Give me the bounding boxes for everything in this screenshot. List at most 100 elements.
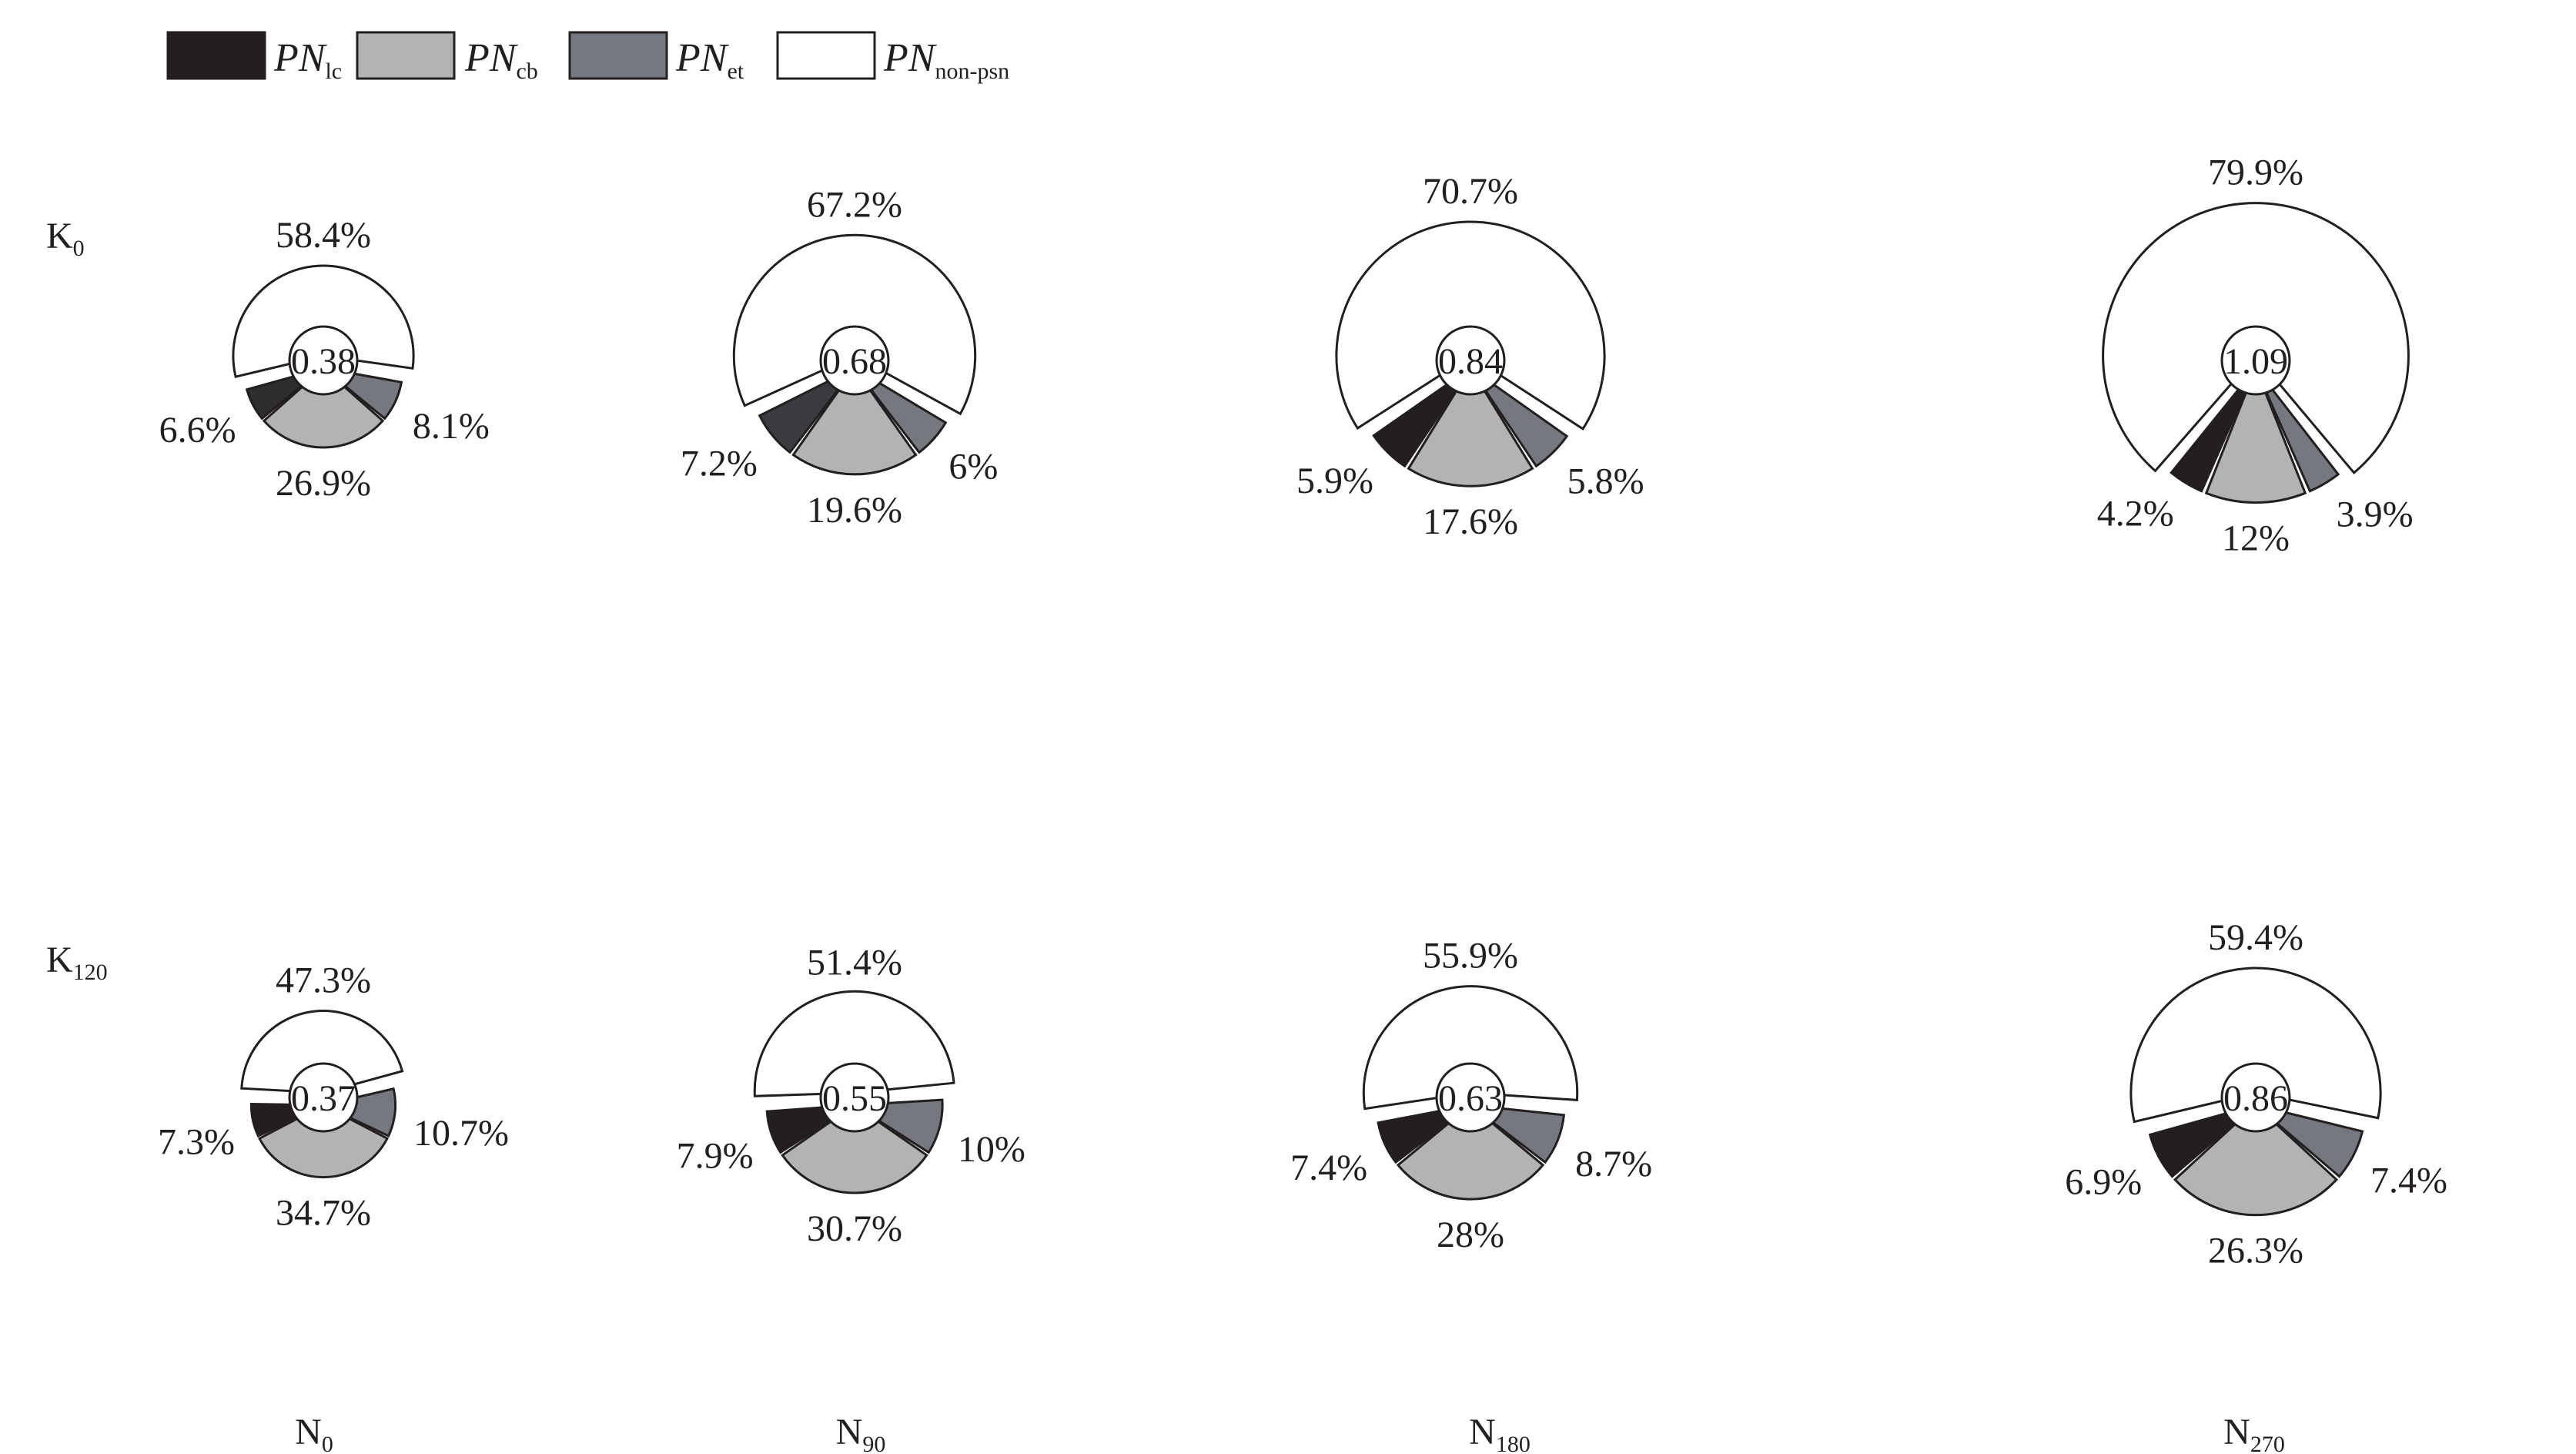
slice-lc	[758, 367, 856, 454]
legend-entry-lc: PNlc	[166, 31, 342, 84]
slice-cb	[791, 366, 918, 476]
pct-label-non-psn: 55.9%	[1423, 935, 1518, 976]
center-value-label: 0.37	[291, 1078, 356, 1119]
pct-label-cb: 26.3%	[2208, 1231, 2303, 1271]
pie-k120-n270: 0.86 59.4% 26.3% 6.9% 7.4%	[2065, 917, 2447, 1271]
center-value-label: 0.63	[1438, 1078, 1503, 1119]
pct-label-cb: 19.6%	[807, 490, 902, 531]
col-label-n90: N90	[836, 1412, 886, 1454]
row-label-k120: K120	[46, 940, 108, 985]
slice-lc	[2170, 367, 2257, 493]
slice-cb	[262, 366, 385, 449]
row-label-k0: K0	[46, 216, 85, 261]
legend-entry-et: PNet	[568, 31, 744, 84]
pct-label-lc: 6.6%	[159, 410, 236, 451]
pie-k120-n0: 0.37 47.3% 34.7% 7.3% 10.7%	[158, 960, 509, 1234]
pct-label-lc: 7.4%	[1290, 1147, 1367, 1188]
slice-non-psn	[1335, 220, 1606, 431]
center-value-label: 0.55	[822, 1078, 887, 1119]
slice-non-psn	[732, 233, 977, 416]
legend-label-et: PNet	[675, 36, 744, 84]
slice-et	[319, 1087, 397, 1137]
center-hub	[1435, 1062, 1506, 1133]
center-hub	[1435, 325, 1506, 396]
slice-lc	[2148, 1104, 2257, 1178]
pct-label-et: 7.4%	[2370, 1160, 2447, 1201]
pct-label-lc: 7.2%	[681, 443, 758, 484]
pct-label-non-psn: 58.4%	[276, 215, 371, 256]
pct-label-cb: 12%	[2222, 518, 2290, 559]
slice-et	[1469, 367, 1569, 468]
pie-k0-n0: 0.38 58.4% 26.9% 6.6% 8.1%	[159, 215, 490, 504]
pct-label-cb: 30.7%	[807, 1208, 902, 1249]
center-value-label: 0.86	[2223, 1078, 2288, 1119]
pct-label-non-psn: 59.4%	[2208, 917, 2303, 958]
pct-label-cb: 26.9%	[276, 463, 371, 504]
center-value-label: 0.68	[822, 341, 887, 382]
pct-label-et: 6%	[948, 447, 998, 487]
slice-cb	[1396, 1104, 1545, 1201]
col-label-n270: N270	[2223, 1412, 2285, 1454]
legend-swatch-lc	[166, 31, 266, 80]
pct-label-non-psn: 70.7%	[1423, 171, 1518, 212]
slice-non-psn	[232, 264, 415, 379]
center-hub	[819, 325, 890, 396]
col-label-n0: N0	[295, 1412, 333, 1454]
pct-label-et: 8.1%	[413, 406, 490, 447]
pct-label-et: 3.9%	[2337, 494, 2414, 534]
center-value-label: 1.09	[2223, 341, 2288, 382]
center-hub	[288, 325, 359, 396]
legend-entry-cb: PNcb	[356, 31, 538, 84]
legend-swatch-et	[568, 31, 668, 80]
pct-label-non-psn: 47.3%	[276, 960, 371, 1001]
slice-non-psn	[240, 1010, 404, 1094]
slice-non-psn	[1362, 985, 1579, 1111]
slice-et	[2255, 1104, 2364, 1178]
slice-cb	[781, 1104, 928, 1194]
pct-label-non-psn: 51.4%	[807, 942, 902, 983]
legend-swatch-non-psn	[776, 31, 876, 80]
slice-cb	[257, 1104, 390, 1179]
pct-label-lc: 6.9%	[2065, 1162, 2142, 1203]
pie-k0-n180: 0.84 70.7% 17.6% 5.9% 5.8%	[1296, 171, 1644, 542]
slice-non-psn	[2129, 967, 2382, 1124]
pct-label-cb: 28%	[1437, 1214, 1504, 1255]
slice-cb	[2173, 1103, 2339, 1217]
pct-label-et: 10.7%	[413, 1113, 509, 1154]
center-hub	[2220, 325, 2291, 396]
pct-label-non-psn: 79.9%	[2208, 152, 2303, 193]
slice-lc	[1372, 367, 1472, 468]
legend: PNlc PNcb PNet PNnon-psn	[166, 31, 1009, 84]
center-value-label: 0.38	[291, 341, 356, 382]
center-hub	[288, 1062, 359, 1133]
pct-label-non-psn: 67.2%	[807, 184, 902, 225]
pct-label-lc: 5.9%	[1296, 461, 1373, 501]
col-label-n180: N180	[1469, 1412, 1531, 1454]
center-hub	[819, 1062, 890, 1133]
pct-label-lc: 7.9%	[677, 1136, 754, 1177]
pie-k120-n90: 0.55 51.4% 30.7% 7.9% 10%	[677, 942, 1025, 1249]
pie-k0-n90: 0.68 67.2% 19.6% 7.2% 6%	[681, 184, 998, 531]
pie-k120-n180: 0.63 55.9% 28% 7.4% 8.7%	[1290, 935, 1652, 1255]
legend-entry-non-psn: PNnon-psn	[776, 31, 1009, 84]
pct-label-lc: 4.2%	[2097, 493, 2174, 534]
slice-et	[853, 367, 948, 454]
legend-label-lc: PNlc	[273, 36, 342, 84]
slice-non-psn	[753, 990, 955, 1097]
pct-label-et: 5.8%	[1567, 461, 1644, 502]
center-value-label: 0.84	[1438, 341, 1503, 382]
legend-label-non-psn: PNnon-psn	[883, 36, 1009, 84]
center-hub	[2220, 1062, 2291, 1133]
pie-k0-n270: 1.09 79.9% 12% 4.2% 3.9%	[2097, 152, 2414, 559]
pct-label-et: 10%	[958, 1129, 1025, 1170]
pct-label-cb: 34.7%	[276, 1193, 371, 1234]
pct-label-et: 8.7%	[1575, 1144, 1652, 1184]
slice-cb	[2204, 364, 2307, 504]
slice-cb	[1407, 366, 1534, 487]
legend-swatch-cb	[356, 31, 456, 80]
legend-label-cb: PNcb	[464, 36, 538, 84]
slice-et	[2254, 367, 2340, 493]
pct-label-lc: 7.3%	[158, 1122, 235, 1163]
pct-label-cb: 17.6%	[1423, 501, 1518, 542]
